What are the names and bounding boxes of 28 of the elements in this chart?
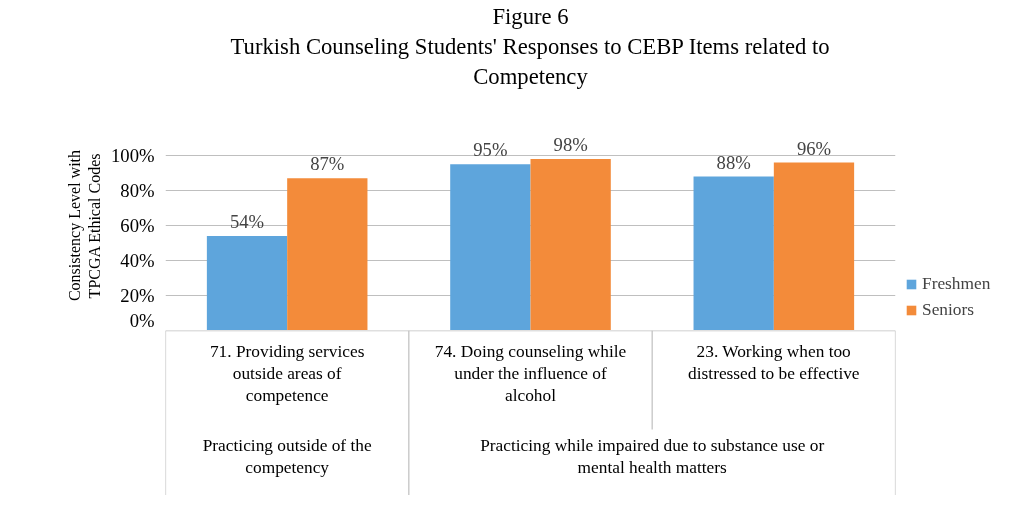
y-tick-label: 40% — [120, 250, 155, 271]
bar — [206, 236, 288, 330]
text: Practicing while impaired due to substance use or mental health matters — [480, 436, 825, 477]
y-tick-label: 100% — [110, 145, 155, 166]
x-tick-label: 23. Working when too distressed to be effective — [688, 342, 860, 383]
data-label: 98% — [553, 134, 588, 155]
y-tick-label: 60% — [120, 215, 155, 236]
y-axis-title: Consistency Level with TPCGA Ethical Codes — [65, 149, 103, 302]
chart-title: Figure 6 — [492, 4, 569, 30]
data-label: 54% — [229, 211, 265, 232]
bar — [450, 164, 531, 330]
data-label: 87% — [310, 153, 345, 175]
legend-label: Freshmen — [922, 274, 991, 294]
x-tick-label: 71. Providing services outside areas of competence — [209, 342, 365, 405]
data-label: 95% — [473, 139, 508, 161]
data-label: 88% — [716, 151, 751, 173]
bar — [773, 162, 855, 330]
legend-label: Seniors — [922, 300, 974, 320]
x-tick-label: 74. Doing counseling while under the influence of alcohol — [434, 342, 627, 405]
y-tick-label: 0% — [129, 309, 155, 331]
y-tick-label: 20% — [120, 285, 155, 306]
bar — [693, 176, 774, 330]
bar — [287, 178, 368, 330]
text: Practicing outside of the competency — [202, 436, 372, 477]
chart-subtitle: Turkish Counseling Students' Responses to CEBP Items related to Competency — [230, 34, 830, 90]
bar — [530, 159, 611, 330]
y-tick-label: 80% — [120, 180, 155, 201]
data-label: 96% — [796, 137, 832, 159]
